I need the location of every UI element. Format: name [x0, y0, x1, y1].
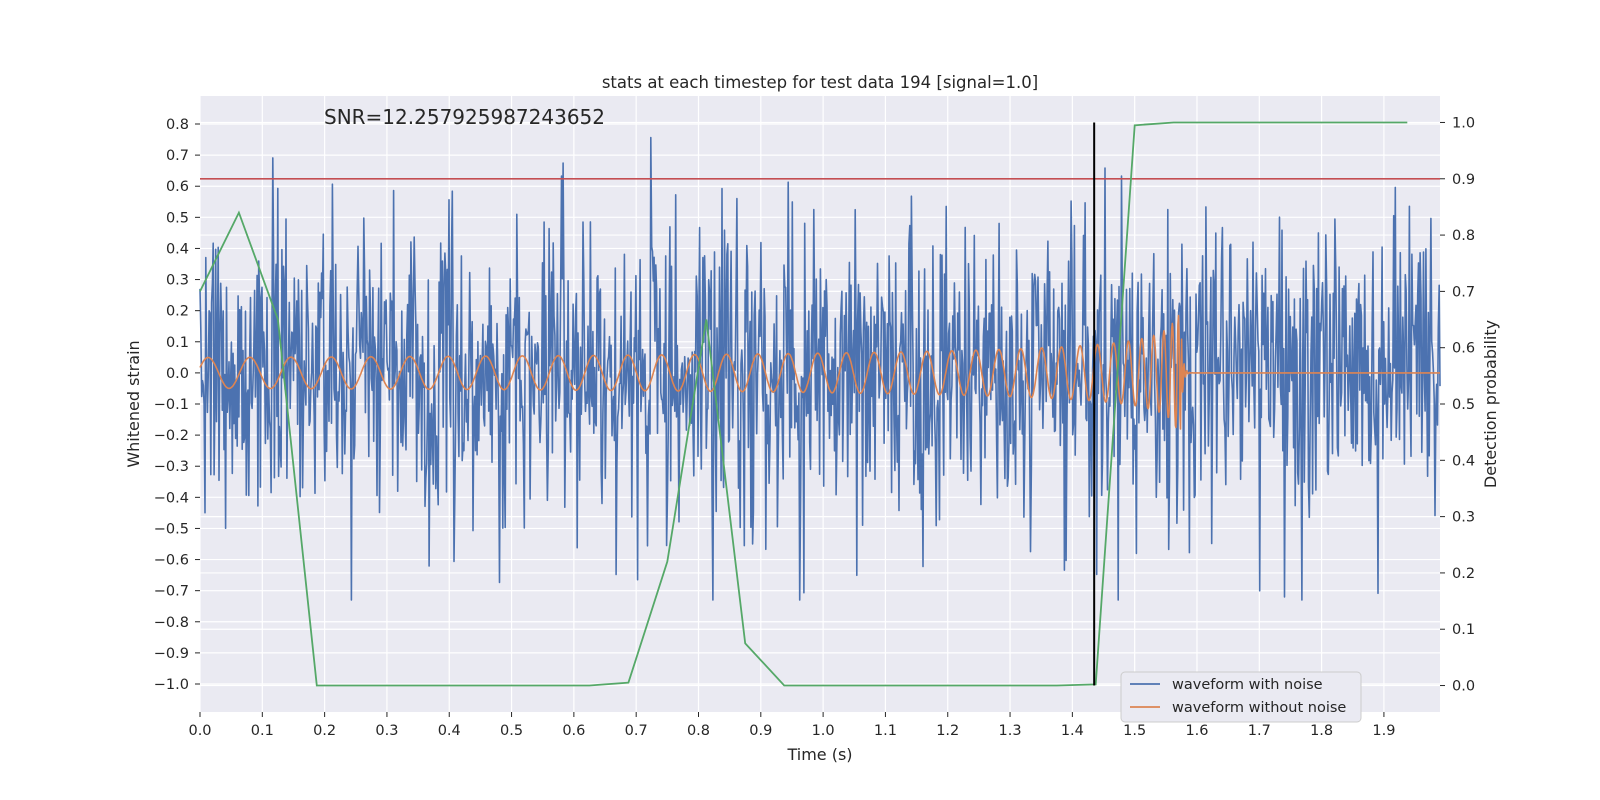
y-tick-label: −0.2	[154, 428, 189, 444]
x-tick-label: 0.6	[562, 723, 585, 739]
y-tick-label: 0.1	[166, 335, 189, 351]
ticks-layer: 0.0 0.1 0.2 0.3 0.4 0.5 0.6 0.7 0.8 0.9 1.0 1.1 1.2 1…	[154, 115, 1475, 739]
y2-tick-label: 0.6	[1452, 341, 1475, 357]
y-tick-label: −0.4	[154, 490, 189, 506]
x-tick-label: 1.2	[936, 723, 959, 739]
y2-tick-label: 0.7	[1452, 284, 1475, 300]
x-tick-label: 1.1	[874, 723, 897, 739]
chart-title: stats at each timestep for test data 194…	[602, 73, 1038, 92]
x-axis-label: Time (s)	[786, 745, 852, 764]
series-line-detection-probability	[199, 121, 1408, 687]
y-tick-label: −0.1	[154, 397, 189, 413]
x-tick-label: 1.5	[1123, 723, 1146, 739]
legend: waveform with noise waveform without noi…	[1120, 671, 1362, 723]
snr-annotation: SNR=12.257925987243652	[324, 105, 605, 129]
y-tick-label: 0.5	[166, 210, 189, 226]
y-tick-label: −0.3	[154, 459, 189, 475]
y-tick-label: 0.7	[166, 148, 189, 164]
y2-tick-label: 0.9	[1452, 172, 1475, 188]
x-tick-label: 0.3	[375, 723, 398, 739]
y-tick-label: 0.2	[166, 304, 189, 320]
x-tick-label: 1.0	[812, 723, 835, 739]
y2-tick-label: 0.0	[1452, 679, 1475, 695]
x-tick-label: 0.1	[251, 723, 274, 739]
y-tick-label: −0.6	[154, 553, 189, 569]
y2-tick-label: 0.4	[1452, 453, 1475, 469]
y-tick-label: 0.8	[166, 117, 189, 133]
x-tick-label: 0.2	[313, 723, 336, 739]
x-tick-label: 0.4	[438, 723, 461, 739]
x-tick-label: 0.7	[625, 723, 648, 739]
x-tick-label: 1.4	[1061, 723, 1084, 739]
x-tick-label: 1.3	[999, 723, 1022, 739]
y2-tick-label: 0.1	[1452, 622, 1475, 638]
x-tick-label: 0.5	[500, 723, 523, 739]
x-tick-label: 1.9	[1372, 723, 1395, 739]
x-tick-label: 1.8	[1310, 723, 1333, 739]
y-tick-label: 0.4	[166, 241, 189, 257]
y-tick-label: −0.8	[154, 615, 189, 631]
y-tick-label: 0.6	[166, 179, 189, 195]
x-tick-label: 1.6	[1185, 723, 1208, 739]
grid	[199, 96, 1440, 712]
y2-tick-label: 0.5	[1452, 397, 1475, 413]
series-line-waveform-with-noise	[199, 136, 1441, 601]
y-tick-label: −0.5	[154, 521, 189, 537]
x-tick-label: 1.7	[1248, 723, 1271, 739]
legend-box	[1120, 671, 1362, 723]
y-tick-label: −0.9	[154, 646, 189, 662]
y2-axis-label: Detection probability	[1481, 320, 1500, 488]
legend-label-clean: waveform without noise	[1172, 700, 1346, 716]
x-tick-label: 0.9	[749, 723, 772, 739]
legend-label-noise: waveform with noise	[1172, 677, 1323, 693]
y-tick-label: 0.0	[166, 366, 189, 382]
series-layer	[199, 121, 1441, 687]
x-tick-label: 0.8	[687, 723, 710, 739]
x-tick-label: 0.0	[188, 723, 211, 739]
y2-tick-label: 1.0	[1452, 115, 1475, 131]
y-tick-label: −0.7	[154, 584, 189, 600]
y2-tick-label: 0.2	[1452, 566, 1475, 582]
y2-tick-label: 0.3	[1452, 510, 1475, 526]
series-line-waveform-without-noise	[199, 314, 1441, 430]
y-tick-label: −1.0	[154, 677, 189, 693]
y-tick-label: 0.3	[166, 273, 189, 289]
y2-tick-label: 0.8	[1452, 228, 1475, 244]
y-axis-label: Whitened strain	[124, 340, 143, 467]
